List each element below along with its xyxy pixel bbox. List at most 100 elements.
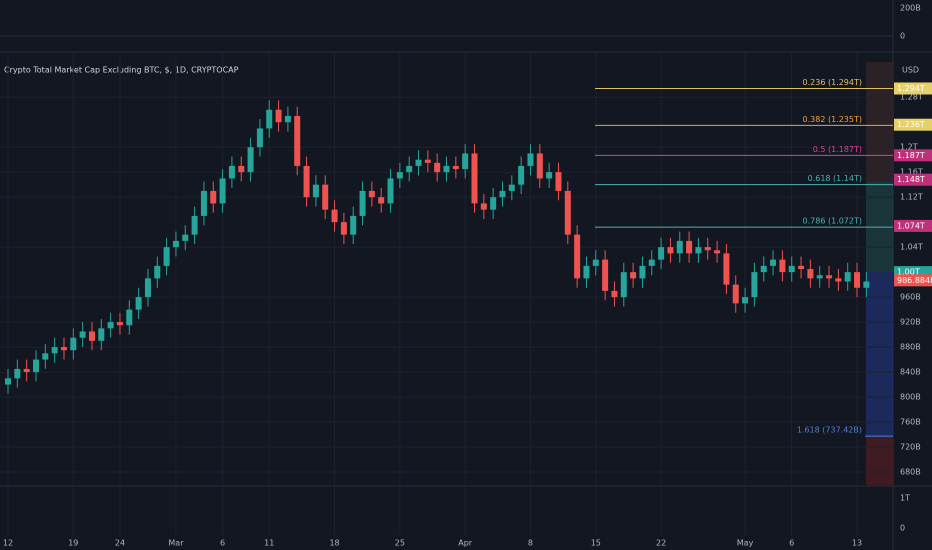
price-tag bbox=[894, 82, 932, 95]
candle-body bbox=[667, 247, 674, 254]
chart-title: Crypto Total Market Cap Excluding BTC, $… bbox=[4, 66, 239, 75]
y-tick-label: 800B bbox=[900, 393, 921, 402]
candle-body bbox=[630, 272, 637, 279]
candle-body bbox=[854, 272, 861, 288]
candle-body bbox=[816, 275, 823, 279]
candle-body bbox=[648, 259, 655, 266]
y-tick-label: 1.28T bbox=[900, 93, 923, 102]
candle-body bbox=[443, 165, 450, 173]
candle-body bbox=[704, 247, 711, 251]
fib-label: 0.382 (1.235T) bbox=[803, 115, 862, 124]
candle-body bbox=[714, 250, 721, 254]
candle-body bbox=[340, 222, 347, 235]
x-tick-label: 18 bbox=[329, 539, 339, 548]
candle-body bbox=[518, 165, 525, 185]
candle-body bbox=[732, 284, 739, 304]
candle-body bbox=[378, 197, 385, 204]
price-tag-label: 1.074T bbox=[897, 221, 925, 230]
candle-body bbox=[658, 247, 665, 260]
candle-body bbox=[844, 272, 851, 282]
fib-zone bbox=[866, 62, 893, 182]
candle-body bbox=[863, 281, 870, 288]
candle-body bbox=[322, 184, 329, 210]
candle-body bbox=[312, 184, 319, 198]
price-tag-label: 986.884B bbox=[897, 276, 932, 285]
candle-body bbox=[350, 215, 357, 235]
candle-body bbox=[508, 184, 515, 191]
x-tick-label: 12 bbox=[3, 539, 13, 548]
top-pane-tick: 200B bbox=[900, 4, 921, 13]
candle-body bbox=[331, 209, 338, 223]
candle-body bbox=[564, 190, 571, 235]
x-tick-label: 19 bbox=[68, 539, 78, 548]
candle-body bbox=[210, 190, 217, 204]
fib-label: 1.618 (737.42B) bbox=[797, 426, 862, 435]
volume-tick: 1T bbox=[900, 494, 910, 503]
candle-body bbox=[368, 190, 375, 198]
x-tick-label: 25 bbox=[395, 539, 405, 548]
candle-body bbox=[723, 253, 730, 285]
candle-body bbox=[228, 165, 235, 179]
price-tag bbox=[894, 274, 932, 287]
x-tick-label: 8 bbox=[528, 539, 533, 548]
price-tag bbox=[894, 118, 932, 131]
candle-body bbox=[42, 353, 49, 360]
y-tick-label: 680B bbox=[900, 468, 921, 477]
candle-body bbox=[742, 297, 749, 304]
candle-body bbox=[462, 153, 469, 170]
candle-body bbox=[154, 265, 161, 279]
x-tick-label: 6 bbox=[220, 539, 225, 548]
y-tick-label: 1.04T bbox=[900, 243, 923, 252]
candle-body bbox=[359, 190, 366, 216]
price-tag-label: 1.236T bbox=[897, 120, 925, 129]
candle-body bbox=[396, 172, 403, 179]
candle-body bbox=[163, 247, 170, 266]
candle-body bbox=[247, 147, 254, 173]
candle-body bbox=[5, 378, 11, 385]
x-tick-label: 6 bbox=[789, 539, 794, 548]
x-tick-label: 13 bbox=[852, 539, 862, 548]
candle-body bbox=[126, 309, 133, 326]
candle-body bbox=[70, 337, 77, 351]
candle-body bbox=[555, 172, 562, 191]
candle-body bbox=[294, 115, 301, 166]
candle-body bbox=[415, 159, 422, 166]
candle-body bbox=[88, 331, 95, 341]
candle-body bbox=[144, 278, 151, 298]
y-tick-label: 960B bbox=[900, 293, 921, 302]
candle-body bbox=[14, 368, 21, 379]
candle-body bbox=[480, 203, 487, 210]
candle-body bbox=[536, 153, 543, 179]
candle-body bbox=[676, 240, 683, 254]
candle-body bbox=[546, 172, 553, 179]
candle-body bbox=[135, 297, 142, 310]
candle-body bbox=[23, 368, 30, 373]
candle-body bbox=[284, 115, 291, 123]
y-tick-label: 880B bbox=[900, 343, 921, 352]
y-tick-label: 720B bbox=[900, 443, 921, 452]
candle-body bbox=[452, 165, 459, 170]
fib-label: 0.5 (1.187T) bbox=[813, 145, 862, 154]
price-tag bbox=[894, 149, 932, 162]
candle-body bbox=[574, 234, 581, 279]
x-tick-label: 24 bbox=[115, 539, 125, 548]
candle-body bbox=[807, 269, 814, 279]
top-pane-tick: 0 bbox=[900, 32, 905, 41]
candle-body bbox=[303, 165, 310, 198]
candle-body bbox=[835, 278, 842, 282]
x-tick-label: 15 bbox=[591, 539, 601, 548]
candle-body bbox=[695, 247, 702, 254]
candle-body bbox=[275, 109, 282, 123]
candle-body bbox=[798, 265, 805, 270]
fib-label: 0.786 (1.072T) bbox=[803, 217, 862, 226]
candle-body bbox=[116, 322, 123, 326]
candle-body bbox=[770, 259, 777, 266]
candle-body bbox=[60, 347, 67, 351]
y-tick-label: 1.2T bbox=[900, 143, 918, 152]
fib-label: 0.618 (1.14T) bbox=[808, 174, 862, 183]
candle-body bbox=[191, 215, 198, 235]
candle-body bbox=[788, 265, 795, 273]
candle-body bbox=[499, 190, 506, 198]
candle-body bbox=[686, 240, 693, 254]
